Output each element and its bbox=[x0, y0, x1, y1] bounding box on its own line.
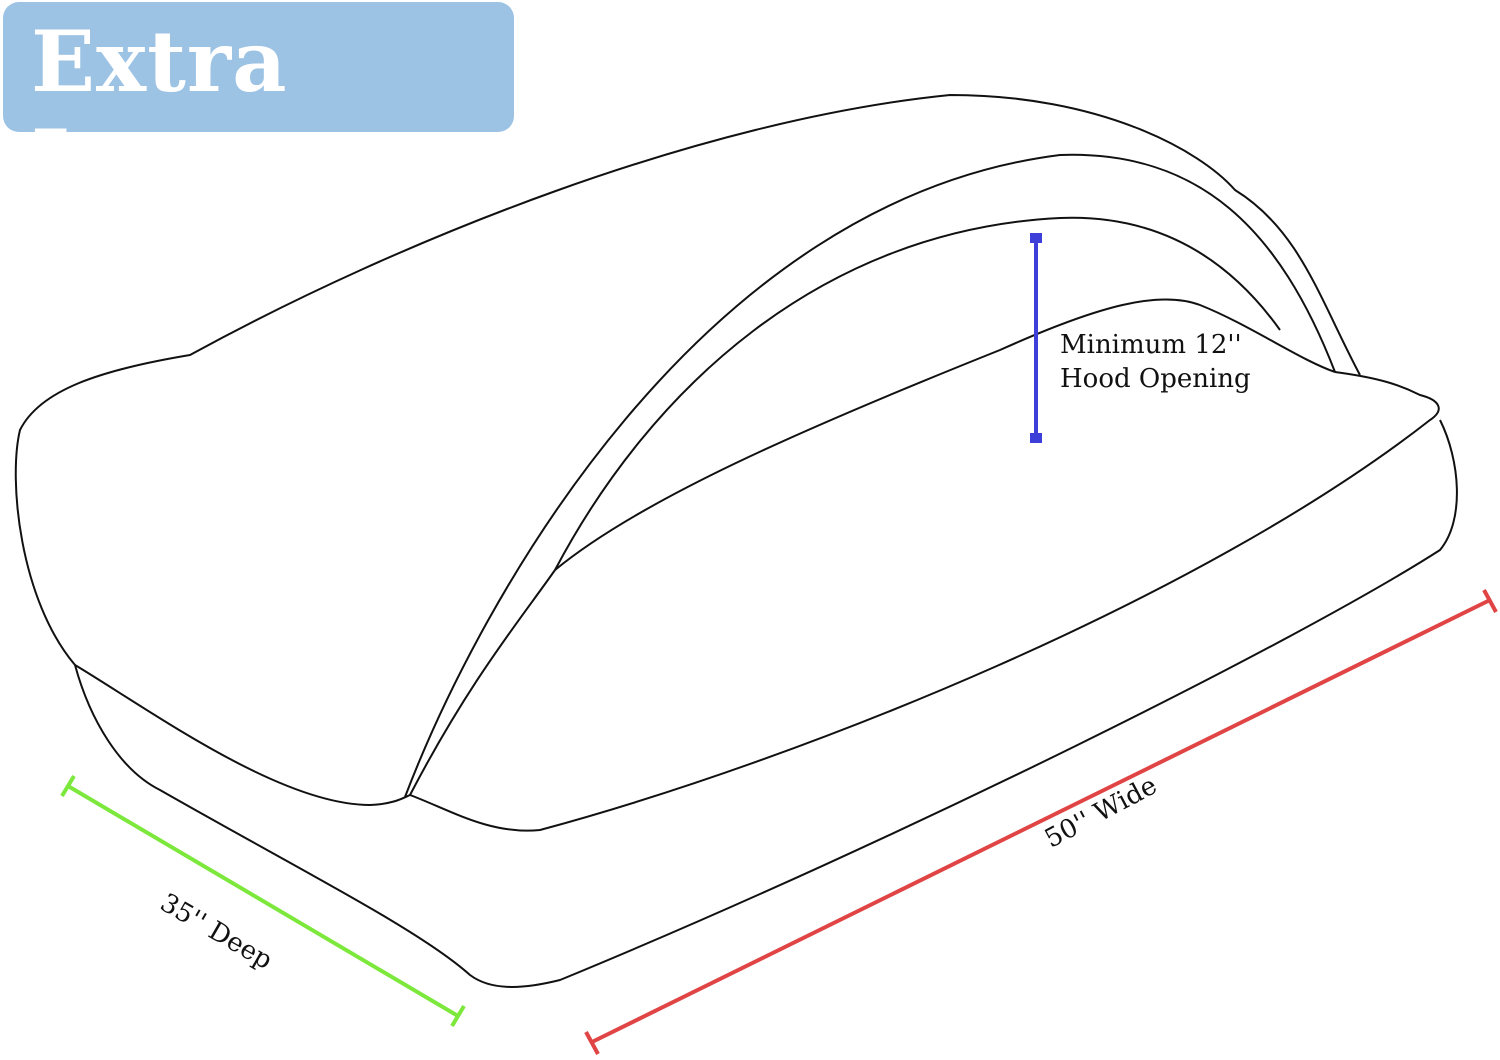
hood-label-line1: Minimum 12'' bbox=[1060, 330, 1242, 360]
size-badge: Extra Large bbox=[3, 2, 514, 210]
hood-dimension-marker bbox=[1030, 233, 1042, 443]
hood-opening-label: Minimum 12'' Hood Opening bbox=[1060, 328, 1251, 396]
hood-label-line2: Hood Opening bbox=[1060, 364, 1251, 394]
bottom-edge bbox=[74, 419, 1458, 988]
wide-dimension-marker bbox=[584, 589, 1498, 1055]
hood-floor-line bbox=[554, 298, 1336, 571]
deep-dimension-marker bbox=[60, 774, 466, 1028]
inner-arch bbox=[409, 216, 1281, 796]
front-top-edge bbox=[74, 371, 1440, 832]
outer-top-outline bbox=[14, 93, 1361, 666]
size-badge-label: Extra Large bbox=[31, 12, 306, 210]
middle-arch bbox=[404, 153, 1336, 798]
